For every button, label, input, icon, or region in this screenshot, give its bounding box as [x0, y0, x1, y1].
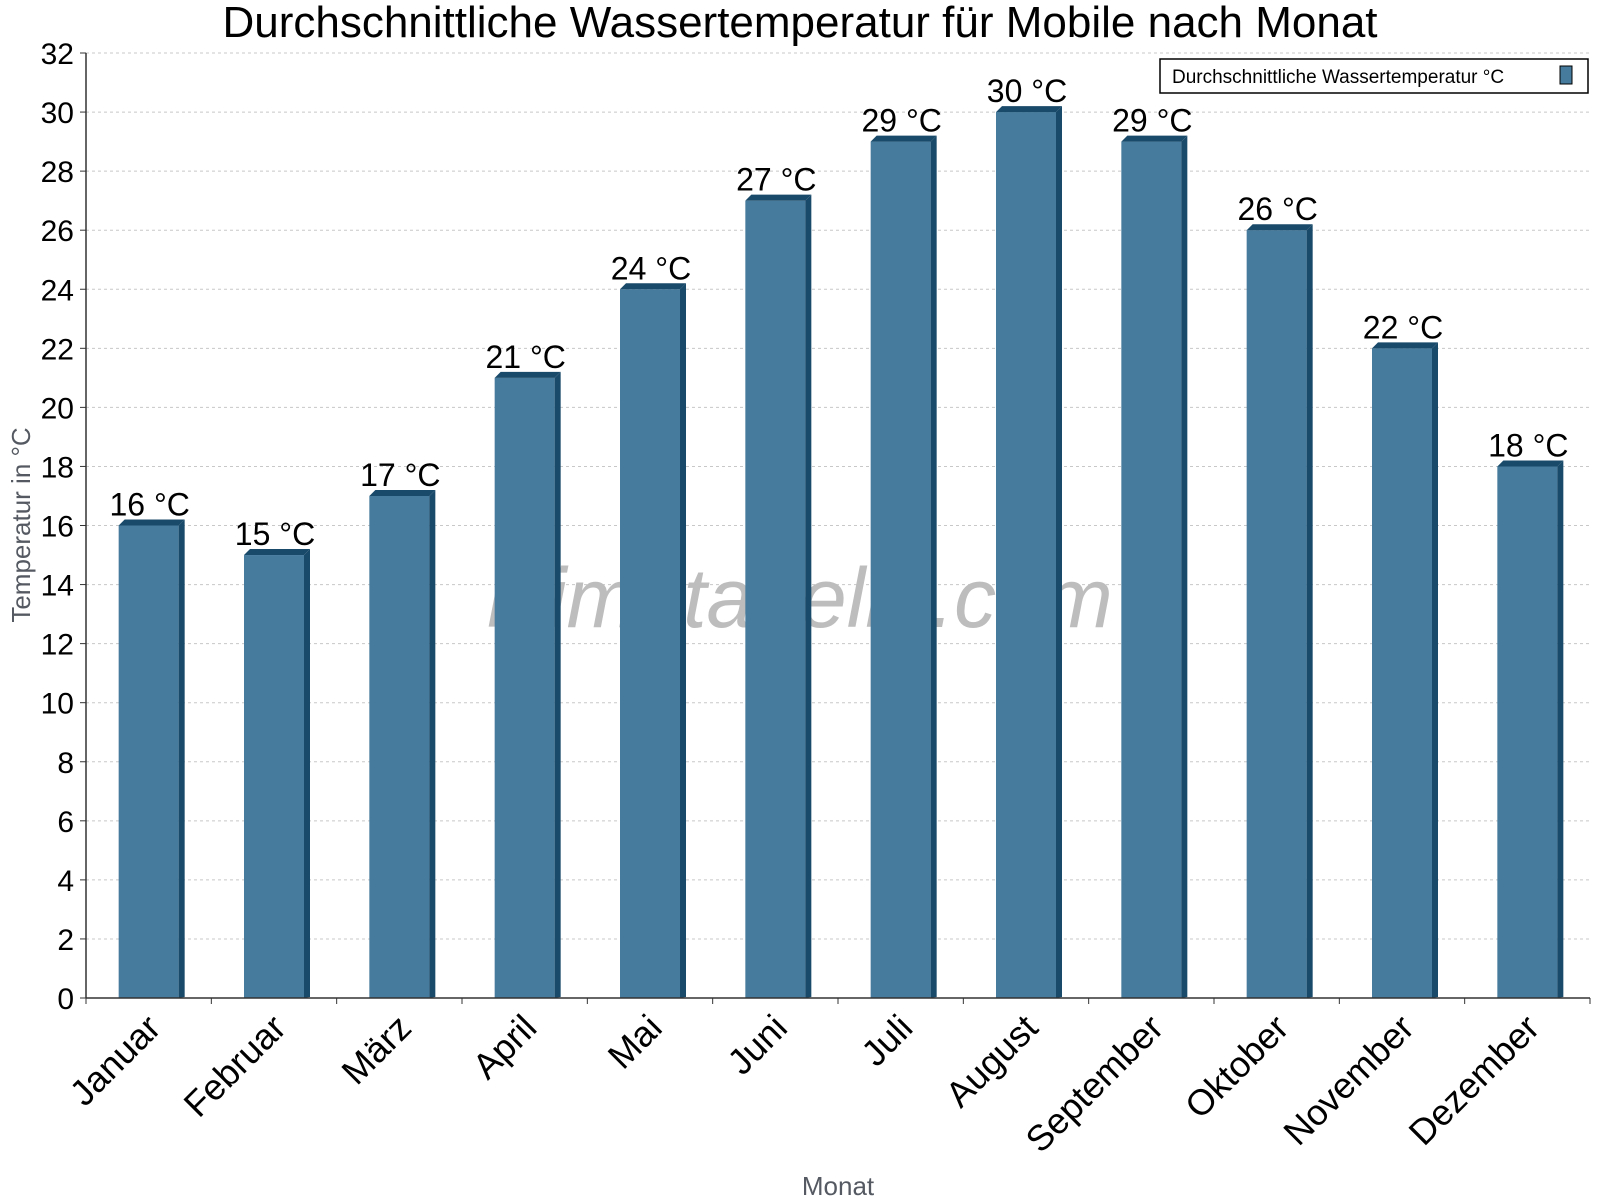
x-tick-label: Februar	[176, 1007, 294, 1125]
x-tick-label: Mai	[600, 1007, 670, 1077]
y-tick-label: 32	[41, 38, 74, 71]
y-axis-title: Temperatur in °C	[6, 427, 36, 622]
legend-label: Durchschnittliche Wassertemperatur °C	[1172, 67, 1504, 88]
bar-top	[1246, 224, 1313, 231]
y-tick-label: 10	[41, 688, 74, 721]
data-label: 22 °C	[1363, 309, 1443, 345]
bar-top	[369, 489, 436, 496]
bar	[494, 377, 555, 998]
data-label: 16 °C	[109, 487, 189, 523]
y-tick-label: 14	[41, 570, 74, 603]
data-label: 18 °C	[1488, 427, 1568, 463]
bar	[620, 289, 680, 998]
bar	[996, 112, 1056, 998]
x-tick-label: Juni	[719, 1007, 795, 1083]
y-tick-label: 22	[41, 333, 74, 366]
y-tick-label: 16	[41, 511, 74, 544]
x-tick-labels: Januar Februar März April Mai Juni Juli AugustS…	[61, 1007, 1547, 1161]
bar-side	[680, 283, 686, 998]
legend: Durchschnittliche Wassertemperatur °C	[1159, 58, 1589, 94]
data-label: 15 °C	[235, 516, 315, 552]
legend-swatch	[1559, 65, 1573, 85]
y-tick-label: 26	[41, 215, 74, 248]
y-tick-label: 20	[41, 392, 74, 425]
bar-side	[1557, 460, 1564, 998]
data-label: 29 °C	[861, 103, 941, 139]
x-tick-label: September	[1017, 1007, 1171, 1161]
chart-title: Durchschnittliche Wassertemperatur für M…	[222, 0, 1377, 47]
x-tick-label: Januar	[61, 1007, 168, 1114]
bar-top	[745, 194, 812, 201]
y-tick-label: 0	[57, 983, 74, 1016]
y-tick-label: 24	[41, 274, 74, 307]
grid-lines	[86, 52, 1590, 940]
data-label: 27 °C	[736, 162, 816, 198]
legend-box	[1159, 58, 1589, 94]
bar-side	[178, 519, 185, 998]
bar-top	[244, 549, 310, 556]
bar-top	[118, 519, 185, 526]
bar	[870, 141, 931, 998]
x-tick-label: April	[464, 1007, 544, 1087]
data-label: 30 °C	[987, 73, 1067, 109]
bar	[1372, 348, 1432, 998]
x-tick-label: Juli	[853, 1007, 920, 1074]
bar-top	[870, 135, 937, 142]
bar-side	[930, 135, 937, 998]
bar-top	[1372, 342, 1438, 349]
bar	[1246, 230, 1307, 998]
bar-side	[805, 194, 812, 998]
bar	[1497, 466, 1558, 998]
bar-top	[1497, 460, 1564, 467]
bar	[244, 555, 304, 998]
bar	[118, 525, 179, 998]
data-label: 21 °C	[485, 339, 565, 375]
bar	[745, 200, 806, 998]
bar	[1121, 141, 1182, 998]
y-tick-label: 2	[57, 924, 74, 957]
data-label: 29 °C	[1112, 103, 1192, 139]
bar-side	[1432, 342, 1438, 998]
bar-side	[554, 371, 561, 998]
data-label: 24 °C	[611, 250, 691, 286]
y-tick-label: 30	[41, 97, 74, 130]
axes	[80, 52, 1591, 1004]
y-tick-label: 8	[57, 747, 74, 780]
bar-side	[304, 549, 310, 998]
x-tick-label: Dezember	[1401, 1007, 1547, 1153]
x-tick-label: Oktober	[1177, 1007, 1297, 1127]
data-label: 26 °C	[1237, 191, 1317, 227]
y-tick-label: 4	[57, 865, 74, 898]
bar-top	[494, 371, 561, 378]
x-axis-title: Monat	[802, 1171, 875, 1200]
bar-side	[1056, 106, 1062, 998]
y-tick-label: 28	[41, 156, 74, 189]
y-tick-label: 6	[57, 806, 74, 839]
bar-top	[1121, 135, 1188, 142]
bar	[369, 495, 430, 998]
bar-side	[1181, 135, 1188, 998]
x-tick-label: November	[1275, 1007, 1421, 1153]
bar-top	[620, 283, 686, 290]
bars	[118, 106, 1564, 998]
y-tick-label: 12	[41, 629, 74, 662]
data-label: 17 °C	[360, 457, 440, 493]
bar-side	[1306, 224, 1313, 998]
bar-top	[996, 106, 1062, 113]
bar-side	[429, 489, 436, 998]
y-tick-label: 18	[41, 451, 74, 484]
x-tick-label: März	[333, 1007, 419, 1093]
x-tick-label: August	[937, 1007, 1045, 1115]
data-labels: 16 °C 15 °C 17 °C 21 °C 24 °C 27 °C 29 °C 30 °C…	[109, 73, 1568, 552]
